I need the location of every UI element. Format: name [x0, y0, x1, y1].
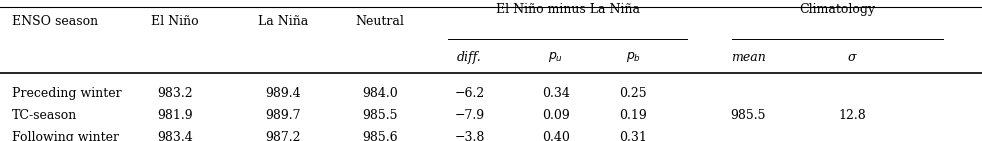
Text: 983.2: 983.2: [157, 87, 192, 100]
Text: 989.4: 989.4: [265, 87, 300, 100]
Text: 0.09: 0.09: [542, 109, 570, 122]
Text: −6.2: −6.2: [455, 87, 484, 100]
Text: El Niño: El Niño: [151, 15, 198, 28]
Text: Neutral: Neutral: [355, 15, 405, 28]
Text: 987.2: 987.2: [265, 131, 300, 141]
Text: 0.25: 0.25: [620, 87, 647, 100]
Text: $p_b$: $p_b$: [626, 50, 641, 64]
Text: 985.5: 985.5: [731, 109, 766, 122]
Text: −7.9: −7.9: [455, 109, 484, 122]
Text: TC-season: TC-season: [12, 109, 77, 122]
Text: diff.: diff.: [457, 51, 482, 64]
Text: ENSO season: ENSO season: [12, 15, 98, 28]
Text: Following winter: Following winter: [12, 131, 119, 141]
Text: 0.40: 0.40: [542, 131, 570, 141]
Text: $p_u$: $p_u$: [548, 50, 564, 64]
Text: 981.9: 981.9: [157, 109, 192, 122]
Text: 0.34: 0.34: [542, 87, 570, 100]
Text: Climatology: Climatology: [799, 3, 875, 16]
Text: −3.8: −3.8: [455, 131, 484, 141]
Text: 0.31: 0.31: [620, 131, 647, 141]
Text: 985.6: 985.6: [362, 131, 398, 141]
Text: 983.4: 983.4: [157, 131, 192, 141]
Text: mean: mean: [731, 51, 766, 64]
Text: σ: σ: [848, 51, 856, 64]
Text: 0.19: 0.19: [620, 109, 647, 122]
Text: 985.5: 985.5: [362, 109, 398, 122]
Text: 989.7: 989.7: [265, 109, 300, 122]
Text: Preceding winter: Preceding winter: [12, 87, 122, 100]
Text: 984.0: 984.0: [362, 87, 398, 100]
Text: 12.8: 12.8: [839, 109, 866, 122]
Text: El Niño minus La Niña: El Niño minus La Niña: [496, 3, 639, 16]
Text: La Niña: La Niña: [257, 15, 308, 28]
